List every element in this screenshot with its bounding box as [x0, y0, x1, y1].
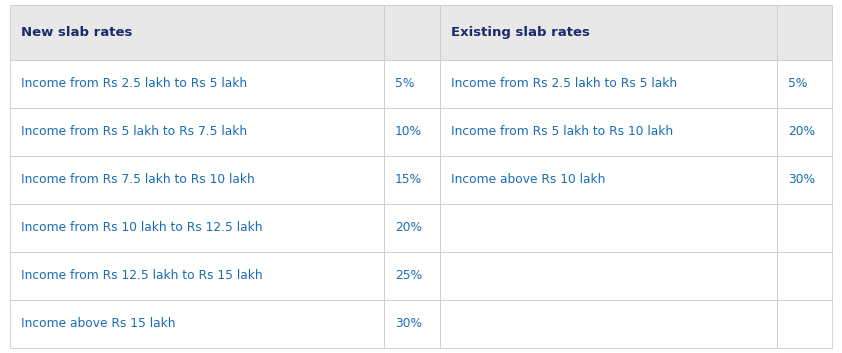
Bar	[10, 252, 384, 300]
Bar	[777, 156, 832, 204]
Text: 10%: 10%	[395, 125, 422, 138]
Text: 25%: 25%	[395, 269, 422, 282]
Text: Income from Rs 12.5 lakh to Rs 15 lakh: Income from Rs 12.5 lakh to Rs 15 lakh	[21, 269, 263, 282]
Text: Income above Rs 10 lakh: Income above Rs 10 lakh	[450, 173, 605, 186]
Bar	[384, 108, 440, 156]
Text: Income from Rs 10 lakh to Rs 12.5 lakh: Income from Rs 10 lakh to Rs 12.5 lakh	[21, 221, 263, 234]
Text: Income from Rs 7.5 lakh to Rs 10 lakh: Income from Rs 7.5 lakh to Rs 10 lakh	[21, 173, 255, 186]
Bar	[384, 300, 440, 348]
Bar	[777, 108, 832, 156]
Text: Income from Rs 2.5 lakh to Rs 5 lakh: Income from Rs 2.5 lakh to Rs 5 lakh	[21, 77, 248, 90]
Bar	[777, 204, 832, 252]
Text: Income above Rs 15 lakh: Income above Rs 15 lakh	[21, 317, 175, 330]
Bar	[440, 300, 777, 348]
Bar	[440, 108, 777, 156]
Bar	[384, 5, 440, 60]
Bar	[777, 5, 832, 60]
Bar	[10, 156, 384, 204]
Bar	[384, 60, 440, 108]
Bar	[384, 252, 440, 300]
Text: New slab rates: New slab rates	[21, 26, 132, 39]
Text: 15%: 15%	[395, 173, 422, 186]
Bar	[10, 108, 384, 156]
Text: 20%: 20%	[788, 125, 815, 138]
Bar	[10, 5, 384, 60]
Bar	[384, 204, 440, 252]
Text: 30%: 30%	[395, 317, 422, 330]
Text: Income from Rs 5 lakh to Rs 10 lakh: Income from Rs 5 lakh to Rs 10 lakh	[450, 125, 673, 138]
Bar	[440, 5, 777, 60]
Bar	[440, 252, 777, 300]
Bar	[440, 204, 777, 252]
Text: Existing slab rates: Existing slab rates	[450, 26, 589, 39]
Text: 30%: 30%	[788, 173, 815, 186]
Bar	[777, 300, 832, 348]
Bar	[777, 60, 832, 108]
Text: 20%: 20%	[395, 221, 422, 234]
Bar	[10, 60, 384, 108]
Bar	[777, 252, 832, 300]
Bar	[10, 204, 384, 252]
Text: Income from Rs 2.5 lakh to Rs 5 lakh: Income from Rs 2.5 lakh to Rs 5 lakh	[450, 77, 677, 90]
Text: 5%: 5%	[395, 77, 414, 90]
Text: 5%: 5%	[788, 77, 807, 90]
Bar	[440, 156, 777, 204]
Bar	[384, 156, 440, 204]
Bar	[10, 300, 384, 348]
Bar	[440, 60, 777, 108]
Text: Income from Rs 5 lakh to Rs 7.5 lakh: Income from Rs 5 lakh to Rs 7.5 lakh	[21, 125, 248, 138]
